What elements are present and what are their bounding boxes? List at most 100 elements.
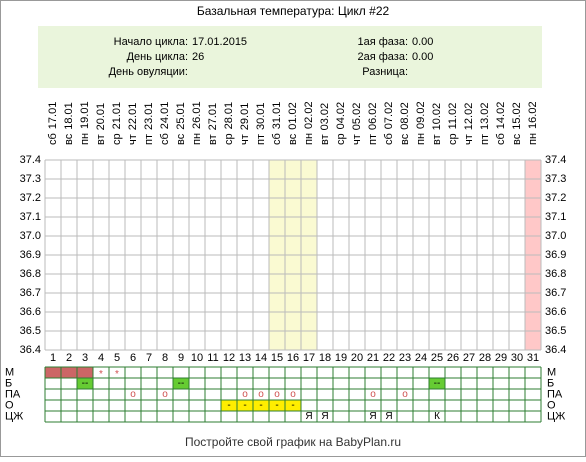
day-number: 10	[191, 352, 203, 364]
day-date: вс 18.01	[63, 102, 75, 145]
cell-fill	[77, 378, 93, 389]
date: 02.02	[303, 101, 315, 129]
day-number: 4	[98, 352, 104, 364]
cell-mark: -	[259, 400, 262, 411]
y-tick-label-right: 36.4	[545, 344, 566, 356]
date: 12.02	[463, 103, 475, 131]
day-date: чт 12.02	[463, 103, 475, 145]
weekday: пт	[255, 134, 267, 145]
weekday: ср	[223, 133, 235, 145]
row-label: М	[5, 366, 14, 378]
date: 15.02	[511, 102, 523, 130]
day-date: сб 14.02	[495, 102, 507, 145]
day-date: пн 26.01	[191, 101, 203, 145]
cell-mark: --	[434, 378, 441, 389]
day-date: сб 24.01	[159, 102, 171, 145]
day-number: 22	[383, 352, 395, 364]
y-tick-label: 37.0	[20, 230, 41, 242]
cell-mark: o	[258, 389, 264, 400]
cell-mark: o	[290, 389, 296, 400]
info-box	[38, 26, 542, 88]
cell-fill	[429, 378, 445, 389]
day-number: 31	[527, 352, 539, 364]
day-date: вт 27.01	[207, 103, 219, 145]
y-tick-label-right: 37.1	[545, 211, 566, 223]
y-tick-label-right: 37.3	[545, 173, 566, 185]
weekday: ср	[335, 133, 347, 145]
day-number: 7	[146, 352, 152, 364]
cell-mark: -	[291, 400, 294, 411]
day-number: 15	[271, 352, 283, 364]
weekday: пн	[303, 133, 315, 145]
date: 20.01	[95, 103, 107, 131]
day-number: 30	[511, 352, 523, 364]
cell-mark: -	[243, 400, 246, 411]
weekday: сб	[383, 133, 395, 145]
info-label: 1ая фаза:	[357, 36, 408, 48]
day-date: ср 04.02	[335, 102, 347, 145]
weekday: чт	[127, 134, 139, 145]
info-label: День цикла:	[127, 51, 188, 63]
day-number: 13	[239, 352, 251, 364]
cell-mark: --	[82, 378, 89, 389]
row-label-right: ЦЖ	[547, 410, 565, 422]
cell-fill	[237, 400, 253, 411]
day-number: 24	[415, 352, 427, 364]
cell-mark: o	[274, 389, 280, 400]
weekday: вт	[95, 134, 107, 145]
date: 25.01	[175, 102, 187, 130]
row-label: ЦЖ	[5, 410, 23, 422]
row-label-right: Б	[547, 377, 554, 389]
date: 22.01	[127, 103, 139, 131]
cell-fill	[253, 400, 269, 411]
info-label: День овуляции:	[109, 66, 188, 78]
day-date: пн 09.02	[415, 101, 427, 145]
cell-mark: o	[370, 389, 376, 400]
day-number: 12	[223, 352, 235, 364]
date: 17.01	[47, 102, 59, 130]
day-number: 20	[351, 352, 363, 364]
day-number: 19	[335, 352, 347, 364]
day-number: 6	[130, 352, 136, 364]
weekday: пт	[367, 134, 379, 145]
y-tick-label-right: 36.6	[545, 306, 566, 318]
day-date: сб 31.01	[271, 102, 283, 145]
date: 11.02	[447, 103, 459, 130]
info-label: Разница:	[362, 66, 408, 78]
cell-mark: К	[434, 411, 440, 422]
title: Базальная температура: Цикл #22	[197, 4, 390, 18]
day-number: 25	[431, 352, 443, 364]
day-date: пн 02.02	[303, 101, 315, 145]
day-number: 23	[399, 352, 411, 364]
y-tick-label-right: 37.0	[545, 230, 566, 242]
day-date: ср 11.02	[447, 103, 459, 145]
date: 19.01	[79, 101, 91, 129]
date: 27.01	[207, 103, 219, 131]
day-number: 8	[162, 352, 168, 364]
y-tick-label: 37.2	[20, 192, 41, 204]
weekday: чт	[351, 134, 363, 145]
day-date: сб 07.02	[383, 102, 395, 145]
day-number: 21	[367, 352, 379, 364]
date: 28.01	[223, 102, 235, 130]
day-date: чт 29.01	[239, 103, 251, 145]
y-tick-label-right: 36.5	[545, 325, 566, 337]
row-label: Б	[5, 377, 12, 389]
day-date: чт 05.02	[351, 103, 363, 145]
day-date: пн 16.02	[527, 101, 539, 145]
cell-mark: Я	[385, 411, 392, 422]
info-label: 2ая фаза:	[357, 51, 408, 63]
date: 01.02	[287, 102, 299, 130]
weekday: ср	[111, 133, 123, 145]
day-date: вт 20.01	[95, 103, 107, 145]
y-tick-label: 37.4	[20, 154, 41, 166]
day-number: 2	[66, 352, 72, 364]
row-label: ПА	[5, 388, 21, 400]
cell-mark: Я	[321, 411, 328, 422]
weekday: пн	[527, 133, 539, 145]
cell-mark: o	[242, 389, 248, 400]
day-number: 29	[495, 352, 507, 364]
cell-fill	[269, 400, 285, 411]
cell-mark: o	[402, 389, 408, 400]
info-value: 17.01.2015	[192, 36, 247, 48]
